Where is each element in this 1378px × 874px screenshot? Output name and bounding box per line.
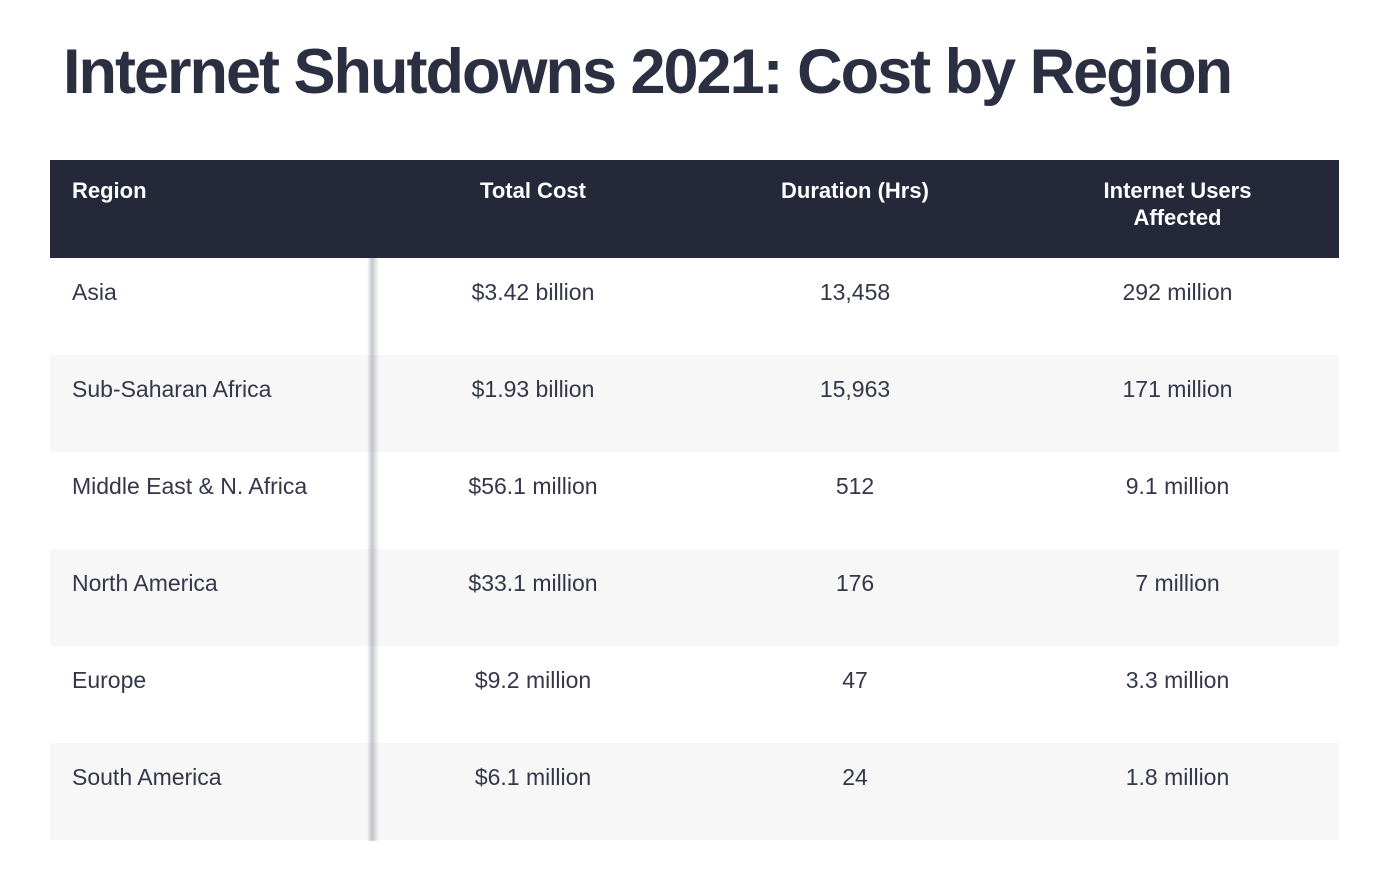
region-cell: Europe	[72, 667, 147, 693]
users-affected-cell: 3.3 million	[1125, 667, 1230, 693]
table-header-row: Region Total Cost Duration (Hrs) Interne…	[50, 160, 1339, 258]
table-row-europe: Europe $9.2 million 47 3.3 million	[50, 646, 1339, 743]
table-row-north-america: North America $33.1 million 176 7 millio…	[50, 549, 1339, 646]
total-cost-cell: $6.1 million	[474, 764, 592, 790]
page-title: Internet Shutdowns 2021: Cost by Region	[63, 37, 1233, 107]
total-cost-cell: $33.1 million	[468, 570, 598, 596]
total-cost-cell: $1.93 billion	[471, 376, 595, 402]
column-header-duration: Duration (Hrs)	[781, 178, 929, 203]
total-cost-cell: $56.1 million	[468, 473, 598, 499]
duration-cell: 13,458	[819, 279, 891, 305]
table-row-south-america: South America $6.1 million 24 1.8 millio…	[50, 743, 1339, 840]
duration-cell: 15,963	[819, 376, 891, 402]
region-cell: North America	[72, 570, 218, 596]
region-cell: Sub-Saharan Africa	[72, 376, 272, 402]
total-cost-cell: $9.2 million	[474, 667, 592, 693]
region-cell: Asia	[72, 279, 117, 305]
duration-cell: 176	[835, 570, 875, 596]
duration-cell: 24	[842, 764, 868, 790]
table-body: Asia $3.42 billion 13,458 292 million Su…	[50, 258, 1339, 841]
users-affected-cell: 171 million	[1122, 376, 1233, 402]
users-affected-cell: 9.1 million	[1125, 473, 1230, 499]
users-affected-cell: 292 million	[1122, 279, 1233, 305]
region-cell: South America	[72, 764, 222, 790]
duration-cell: 47	[842, 667, 868, 693]
column-header-users-affected: Internet Users Affected	[1016, 160, 1339, 258]
column-header-region: Region	[72, 178, 147, 203]
table-row-asia: Asia $3.42 billion 13,458 292 million	[50, 258, 1339, 355]
shutdown-cost-table: Region Total Cost Duration (Hrs) Interne…	[50, 160, 1339, 841]
region-cell: Middle East & N. Africa	[72, 473, 308, 499]
duration-cell: 512	[835, 473, 875, 499]
table-row-middle-east-n-africa: Middle East & N. Africa $56.1 million 51…	[50, 452, 1339, 549]
users-affected-cell: 1.8 million	[1125, 764, 1230, 790]
table-row-sub-saharan-africa: Sub-Saharan Africa $1.93 billion 15,963 …	[50, 355, 1339, 452]
column-header-total-cost: Total Cost	[480, 178, 586, 203]
total-cost-cell: $3.42 billion	[471, 279, 595, 305]
users-affected-cell: 7 million	[1135, 570, 1220, 596]
column-header-users-affected-label: Internet Users Affected	[1103, 178, 1252, 230]
